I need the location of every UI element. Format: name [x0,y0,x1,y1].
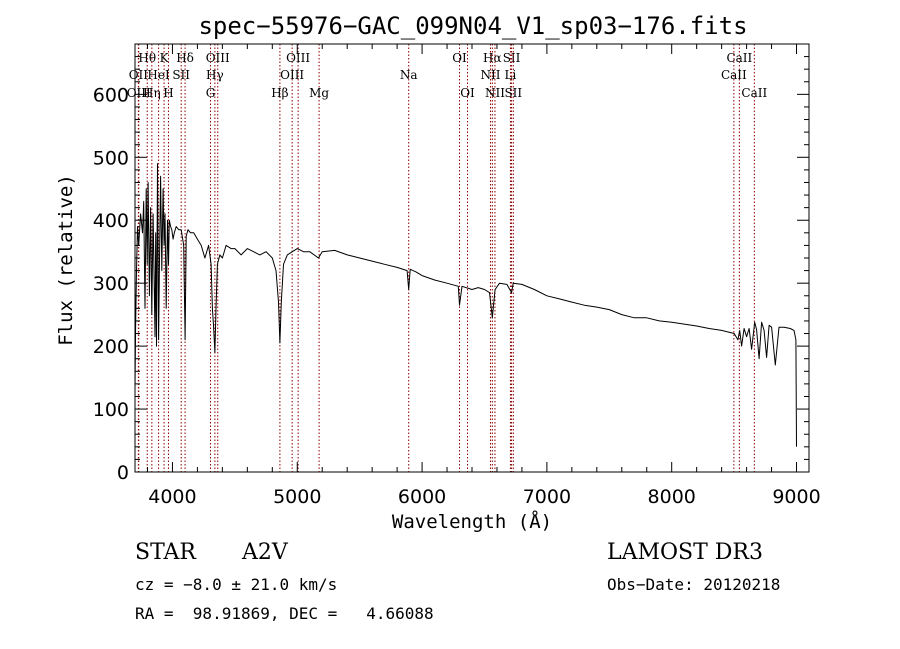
y-tick-label: 300 [93,273,129,295]
line-marker-label: Hγ [206,68,224,82]
line-marker-label: OIII [280,68,304,82]
line-marker-label: CaII [741,86,767,100]
line-marker-label: HeI [147,68,170,82]
line-marker-label: OII [129,68,149,82]
line-marker-label: Na [400,68,418,82]
chart-title: spec−55976−GAC_099N04_V1_sp03−176.fits [198,12,747,40]
line-marker-label: Hδ [176,51,194,65]
line-marker-label: CaII [721,68,747,82]
line-marker-label: NII [480,68,500,82]
x-axis-label: Wavelength (Å) [392,510,552,533]
line-marker-label: OIII [127,86,151,100]
line-marker-label: SII [504,86,522,100]
axis-ticks: 4000 5000 6000 7000 8000 9000 0 100 200 300 400 500… [93,43,821,508]
line-marker-label: Li [505,68,517,82]
redshift-velocity: cz = −8.0 ± 21.0 km/s [135,575,338,594]
line-marker-label: OIII [286,51,310,65]
object-class: STAR [135,540,196,565]
plot-frame [134,43,810,473]
line-marker-label: K [160,51,170,65]
y-tick-label: 0 [117,462,129,484]
line-marker-label: SII [172,68,190,82]
x-tick-label: 5000 [273,486,321,508]
line-marker-label: CaII [726,51,752,65]
line-marker-label: G [206,86,216,100]
y-axis-label: Flux (relative) [55,174,77,346]
x-tick-label: 9000 [772,486,820,508]
ra-dec-coordinates: RA = 98.91869, DEC = 4.66088 [135,604,434,623]
line-marker-label: Hβ [271,86,288,100]
line-marker-label: NII [485,86,505,100]
object-subclass: A2V [242,540,288,565]
line-marker-label: SII [503,51,521,65]
survey-name: LAMOST DR3 [607,540,763,565]
y-tick-label: 100 [93,399,129,421]
y-tick-label: 600 [93,84,129,106]
x-tick-label: 4000 [148,486,196,508]
line-marker-label: Hα [483,51,502,65]
observation-date: Obs−Date: 20120218 [607,575,781,594]
line-marker-label: OI [460,86,475,100]
line-marker-label: OIII [206,51,230,65]
line-marker-label: OI [452,51,467,65]
x-tick-label: 6000 [398,486,446,508]
y-tick-label: 500 [93,147,129,169]
x-tick-label: 7000 [523,486,571,508]
spectrum-series-line [134,163,797,447]
line-marker-label: Mg [309,86,329,100]
line-marker-label: H [163,86,173,100]
x-tick-label: 8000 [648,486,696,508]
spectrum-chart: spec−55976−GAC_099N04_V1_sp03−176.fits H… [55,12,821,533]
line-marker-label: Hθ [138,51,156,65]
y-tick-label: 400 [93,210,129,232]
y-tick-label: 200 [93,336,129,358]
line-marker-label: Hη [143,86,161,100]
